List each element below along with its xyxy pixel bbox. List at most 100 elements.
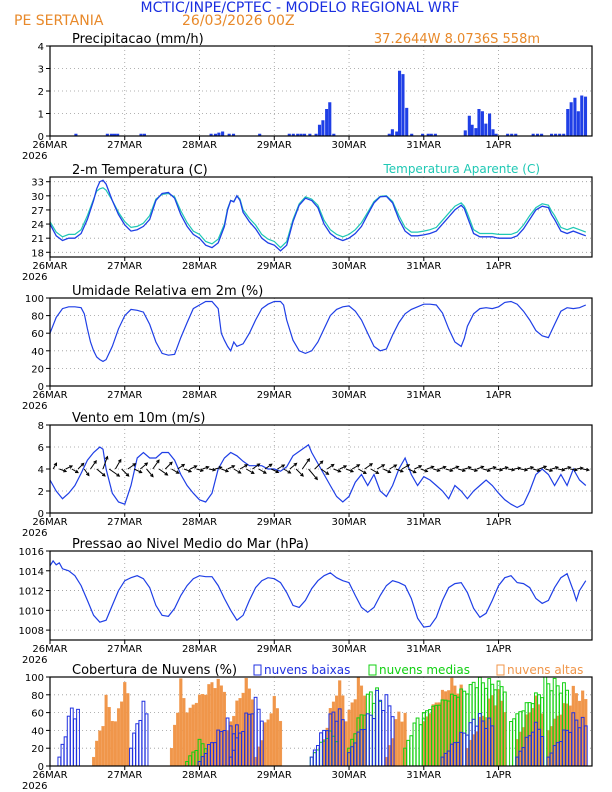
wind-vector	[333, 468, 342, 473]
precip-bar	[510, 133, 514, 136]
x-tick-label: 30MAR	[331, 261, 366, 272]
precip-bar	[470, 124, 474, 136]
wind-vector-head	[250, 470, 255, 474]
mid-cloud-bar	[412, 722, 417, 767]
wind-vector-shaft	[426, 466, 434, 470]
low-cloud-bar	[319, 732, 323, 767]
wind-vector-shaft	[376, 464, 385, 470]
wind-vector-head	[381, 464, 386, 468]
wind-vector	[127, 463, 137, 470]
panel-frame	[49, 676, 593, 767]
high-cloud-bar	[182, 698, 186, 767]
wind-vector-shaft	[90, 460, 97, 470]
wind-vector-head	[350, 469, 355, 473]
wind-vector	[476, 465, 485, 470]
wind-vector-shaft	[133, 468, 142, 474]
x-tick-label: 29MAR	[257, 517, 292, 528]
low-cloud-bar	[57, 756, 62, 767]
wind-vector-shaft	[514, 467, 521, 470]
panel-frame	[49, 45, 593, 137]
wind-vector	[395, 468, 404, 473]
wind-vector-shaft	[146, 468, 154, 477]
x-year-label: 2026	[22, 151, 47, 162]
wind-vector-head	[399, 469, 404, 473]
wind-vector-shaft	[358, 468, 367, 474]
wind-vector-head	[369, 463, 373, 467]
precip-bar	[217, 132, 221, 136]
wind-vector-head	[430, 465, 435, 470]
wind-vector-head	[132, 463, 137, 467]
y-tick-label: 80	[31, 312, 44, 323]
high-cloud-bar	[92, 756, 96, 767]
wind-vector	[514, 466, 522, 471]
high-cloud-bar	[120, 701, 124, 767]
wind-vector-head	[237, 470, 242, 474]
wind-vector-head	[75, 469, 79, 474]
x-tick-label: 27MAR	[107, 770, 142, 781]
x-tick-label: 1APR	[485, 517, 511, 528]
y-tick-label: 3	[38, 65, 44, 76]
wind-vector-head	[530, 466, 535, 470]
high-cloud-bar	[110, 720, 114, 767]
wind-vector	[258, 468, 267, 474]
x-tick-label: 31MAR	[406, 644, 441, 655]
wind-vector-head	[175, 470, 180, 474]
x-tick-label: 27MAR	[107, 644, 142, 655]
wind-vector	[177, 463, 186, 470]
high-cloud-bar	[179, 678, 183, 767]
wind-speed-line	[49, 443, 587, 509]
precip-bar	[488, 113, 492, 136]
wind-vector-head	[150, 473, 154, 478]
high-cloud-bar	[397, 711, 401, 767]
wind-vector-shaft	[401, 464, 410, 470]
panel-title: Vento em 10m (m/s)	[72, 411, 205, 426]
wind-vector	[364, 463, 373, 470]
high-cloud-bar	[269, 713, 273, 767]
x-tick-label: 1APR	[485, 390, 511, 401]
x-tick-label: 27MAR	[107, 140, 142, 151]
precip-bar	[332, 133, 336, 136]
wind-vector-head	[418, 465, 423, 469]
wind-vector	[152, 459, 160, 470]
wind-vector	[414, 465, 423, 470]
precip-bar	[566, 109, 570, 136]
wind-vector-shaft	[576, 467, 583, 470]
wind-vector	[470, 468, 479, 472]
model-run-label: 26/03/2026 00Z	[182, 13, 295, 29]
high-cloud-bar	[394, 719, 398, 767]
wind-vector-shaft	[301, 458, 310, 470]
wind-vector-shaft	[183, 468, 192, 473]
wind-vector	[245, 468, 255, 474]
wind-vector-head	[125, 473, 130, 477]
high-cloud-bar	[400, 721, 404, 767]
legend-swatch	[496, 664, 505, 676]
precip-bar	[395, 131, 399, 136]
wind-vector	[439, 465, 447, 470]
wind-vector	[52, 462, 58, 470]
high-cloud-bar	[95, 740, 99, 767]
wind-vector	[501, 466, 509, 470]
wind-vector-shaft	[189, 465, 197, 470]
low-cloud-bar	[462, 732, 467, 767]
mid-cloud-bar	[512, 718, 517, 767]
x-year-label: 2026	[22, 781, 47, 792]
low-cloud-bar	[76, 708, 80, 767]
wind-vector-shaft	[283, 468, 291, 474]
precip-bar	[506, 133, 510, 136]
wind-vector-head	[517, 466, 522, 471]
precip-bar	[308, 133, 312, 136]
precip-bar	[573, 97, 577, 136]
wind-vector	[90, 459, 97, 470]
precip-bar	[463, 130, 467, 136]
wind-vector	[551, 466, 560, 470]
wind-vector	[164, 461, 173, 470]
precip-bar	[321, 120, 325, 136]
low-cloud-bar	[253, 696, 258, 767]
wind-vector-head	[85, 472, 90, 477]
wind-vector	[482, 468, 491, 473]
low-cloud-bar	[63, 736, 68, 767]
x-year-label: 2026	[22, 272, 47, 283]
wind-vector-head	[567, 466, 572, 470]
precip-bar	[540, 133, 544, 136]
wind-vector	[196, 468, 204, 472]
